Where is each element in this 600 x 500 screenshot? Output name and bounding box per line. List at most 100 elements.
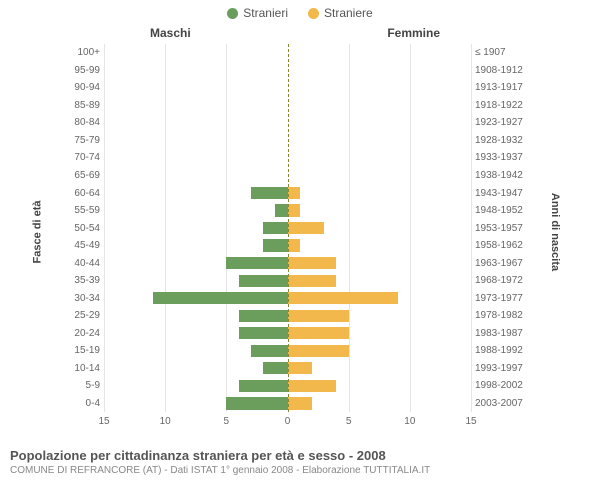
age-label: 10-14 bbox=[60, 363, 104, 374]
age-row: 10-141993-1997 bbox=[60, 360, 530, 378]
chart-footer: Popolazione per cittadinanza straniera p… bbox=[0, 442, 600, 476]
age-label: 90-94 bbox=[60, 82, 104, 93]
bar-pair bbox=[104, 149, 471, 167]
birth-year-label: 1943-1947 bbox=[471, 188, 530, 199]
x-tick-label: 15 bbox=[465, 416, 476, 427]
age-label: 60-64 bbox=[60, 188, 104, 199]
birth-year-label: 1973-1977 bbox=[471, 293, 530, 304]
age-row: 70-74 1933-1937 bbox=[60, 149, 530, 167]
age-row: 5-91998-2002 bbox=[60, 377, 530, 395]
birth-year-label: 1983-1987 bbox=[471, 328, 530, 339]
birth-year-label: 1923-1927 bbox=[471, 117, 530, 128]
legend-label-female: Straniere bbox=[324, 6, 373, 20]
bar-female bbox=[288, 222, 325, 234]
bar-pair bbox=[104, 202, 471, 220]
age-label: 5-9 bbox=[60, 380, 104, 391]
birth-year-label: 1908-1912 bbox=[471, 65, 530, 76]
bar-pair bbox=[104, 132, 471, 150]
bar-pair bbox=[104, 272, 471, 290]
bar-male bbox=[239, 275, 288, 287]
age-row: 45-491958-1962 bbox=[60, 237, 530, 255]
age-row: 85-89 1918-1922 bbox=[60, 97, 530, 115]
age-label: 15-19 bbox=[60, 345, 104, 356]
age-row: 25-29 1978-1982 bbox=[60, 307, 530, 325]
age-label: 55-59 bbox=[60, 205, 104, 216]
population-pyramid: Maschi Femmine Fasce di età Anni di nasc… bbox=[0, 22, 600, 442]
bar-pair bbox=[104, 97, 471, 115]
age-label: 80-84 bbox=[60, 117, 104, 128]
bar-pair bbox=[104, 79, 471, 97]
bar-pair bbox=[104, 114, 471, 132]
birth-year-label: 1978-1982 bbox=[471, 310, 530, 321]
bar-pair bbox=[104, 395, 471, 413]
bar-male bbox=[275, 204, 287, 216]
x-tick-label: 5 bbox=[224, 416, 230, 427]
age-row: 90-94 1913-1917 bbox=[60, 79, 530, 97]
age-row: 60-64 1943-1947 bbox=[60, 184, 530, 202]
column-title-male: Maschi bbox=[150, 26, 191, 40]
age-row: 20-24 1983-1987 bbox=[60, 325, 530, 343]
age-label: 25-29 bbox=[60, 310, 104, 321]
legend-swatch-male bbox=[227, 8, 238, 19]
x-tick-label: 15 bbox=[98, 416, 109, 427]
legend-item-male: Stranieri bbox=[227, 6, 288, 20]
bar-female bbox=[288, 187, 300, 199]
bar-pair bbox=[104, 289, 471, 307]
bar-female bbox=[288, 362, 312, 374]
bar-male bbox=[251, 187, 288, 199]
y-axis-label-right: Anni di nascita bbox=[549, 193, 561, 271]
chart-legend: Stranieri Straniere bbox=[0, 0, 600, 22]
age-row: 100+ ≤ 1907 bbox=[60, 44, 530, 62]
age-row: 80-84 1923-1927 bbox=[60, 114, 530, 132]
birth-year-label: 1988-1992 bbox=[471, 345, 530, 356]
age-label: 50-54 bbox=[60, 223, 104, 234]
age-row: 55-591948-1952 bbox=[60, 202, 530, 220]
age-label: 20-24 bbox=[60, 328, 104, 339]
x-tick-label: 0 bbox=[285, 416, 291, 427]
chart-title: Popolazione per cittadinanza straniera p… bbox=[10, 448, 590, 463]
age-label: 100+ bbox=[60, 47, 104, 58]
bar-pair bbox=[104, 219, 471, 237]
age-label: 95-99 bbox=[60, 65, 104, 76]
bar-male bbox=[263, 362, 287, 374]
age-label: 70-74 bbox=[60, 152, 104, 163]
bar-female bbox=[288, 275, 337, 287]
age-label: 30-34 bbox=[60, 293, 104, 304]
age-label: 35-39 bbox=[60, 275, 104, 286]
bar-male bbox=[251, 345, 288, 357]
bar-female bbox=[288, 239, 300, 251]
birth-year-label: 1928-1932 bbox=[471, 135, 530, 146]
bar-male bbox=[263, 222, 287, 234]
bar-female bbox=[288, 345, 349, 357]
bar-male bbox=[263, 239, 287, 251]
birth-year-label: 1963-1967 bbox=[471, 258, 530, 269]
age-label: 75-79 bbox=[60, 135, 104, 146]
x-tick-label: 10 bbox=[404, 416, 415, 427]
age-label: 85-89 bbox=[60, 100, 104, 111]
bar-pair bbox=[104, 62, 471, 80]
bar-pair bbox=[104, 254, 471, 272]
bar-female bbox=[288, 327, 349, 339]
bar-pair bbox=[104, 325, 471, 343]
bar-female bbox=[288, 397, 312, 409]
x-tick-label: 10 bbox=[160, 416, 171, 427]
bar-pair bbox=[104, 167, 471, 185]
age-label: 65-69 bbox=[60, 170, 104, 181]
chart-subtitle: COMUNE DI REFRANCORE (AT) - Dati ISTAT 1… bbox=[10, 465, 590, 476]
bar-female bbox=[288, 310, 349, 322]
birth-year-label: 1953-1957 bbox=[471, 223, 530, 234]
age-row: 0-42003-2007 bbox=[60, 395, 530, 413]
bar-female bbox=[288, 257, 337, 269]
bar-pair bbox=[104, 237, 471, 255]
age-row: 30-34 1973-1977 bbox=[60, 289, 530, 307]
birth-year-label: 1913-1917 bbox=[471, 82, 530, 93]
age-row: 50-54 1953-1957 bbox=[60, 219, 530, 237]
bar-male bbox=[153, 292, 288, 304]
bar-male bbox=[239, 380, 288, 392]
legend-swatch-female bbox=[308, 8, 319, 19]
age-row: 40-441963-1967 bbox=[60, 254, 530, 272]
birth-year-label: 1933-1937 bbox=[471, 152, 530, 163]
birth-year-label: 1918-1922 bbox=[471, 100, 530, 111]
bar-male bbox=[239, 310, 288, 322]
birth-year-label: ≤ 1907 bbox=[471, 47, 530, 58]
